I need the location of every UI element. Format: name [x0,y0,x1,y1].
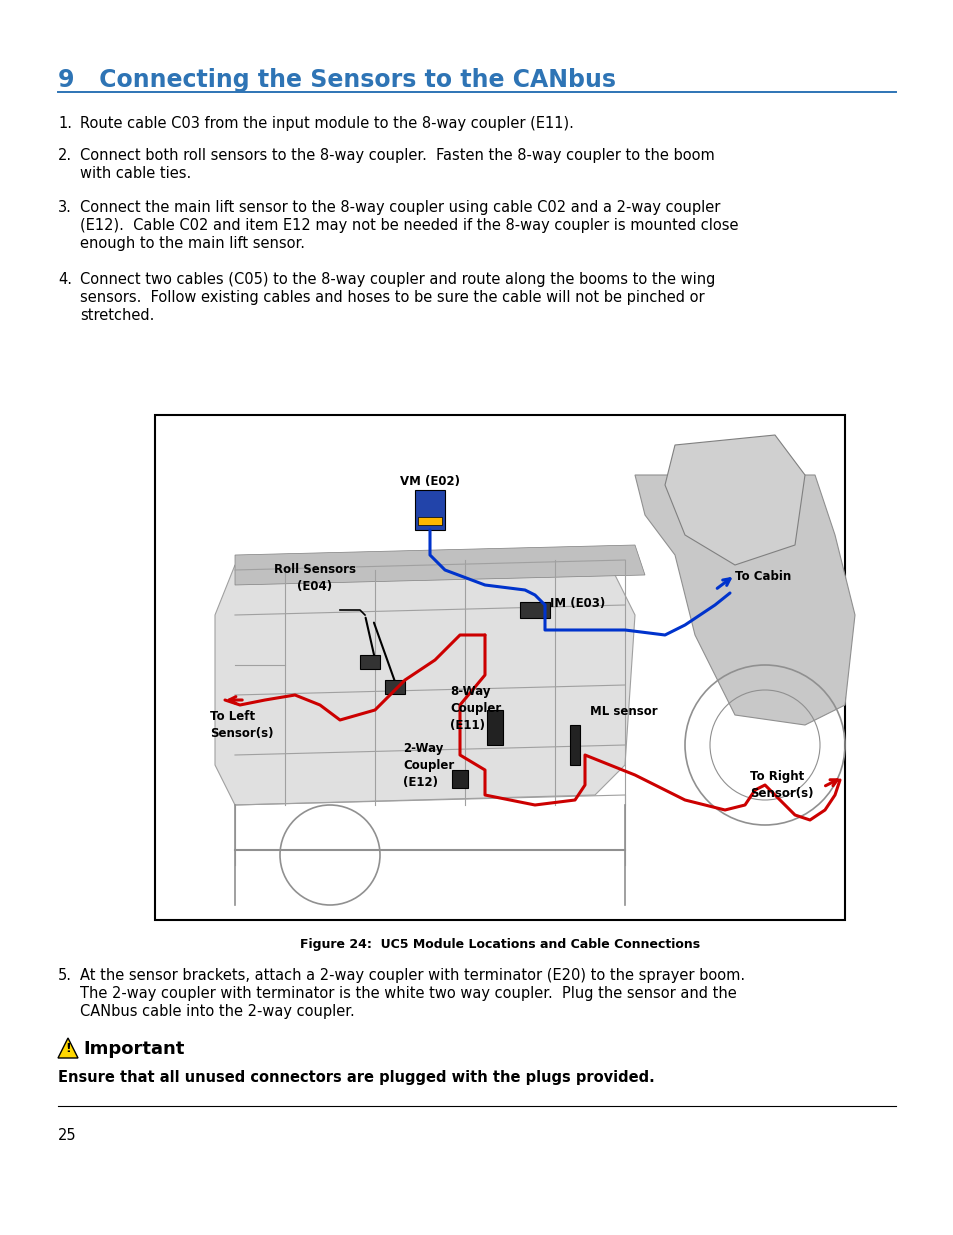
Text: with cable ties.: with cable ties. [80,165,191,182]
Text: 4.: 4. [58,272,71,287]
Text: enough to the main lift sensor.: enough to the main lift sensor. [80,236,305,251]
Bar [385,680,405,694]
Text: Figure 24:  UC5 Module Locations and Cable Connections: Figure 24: UC5 Module Locations and Cabl… [299,939,700,951]
Text: 8-Way
Coupler
(E11): 8-Way Coupler (E11) [450,685,500,732]
Polygon shape [214,555,635,805]
Polygon shape [664,435,804,564]
Text: The 2-way coupler with terminator is the white two way coupler.  Plug the sensor: The 2-way coupler with terminator is the… [80,986,736,1002]
Polygon shape [234,545,644,585]
Text: stretched.: stretched. [80,308,154,324]
Text: 9   Connecting the Sensors to the CANbus: 9 Connecting the Sensors to the CANbus [58,68,616,91]
Text: !: ! [65,1042,71,1056]
Bar [154,415,844,920]
Text: To Right
Sensor(s): To Right Sensor(s) [749,769,813,800]
Text: 1.: 1. [58,116,71,131]
Text: ML sensor: ML sensor [589,705,657,718]
Text: (E12).  Cable C02 and item E12 may not be needed if the 8-way coupler is mounted: (E12). Cable C02 and item E12 may not be… [80,219,738,233]
Polygon shape [635,475,854,725]
Text: Connect the main lift sensor to the 8-way coupler using cable C02 and a 2-way co: Connect the main lift sensor to the 8-wa… [80,200,720,215]
Text: 3.: 3. [58,200,71,215]
Bar [486,710,502,745]
Text: Important: Important [83,1040,184,1058]
Text: 2.: 2. [58,148,72,163]
Polygon shape [58,1037,78,1058]
Bar [415,490,444,530]
Bar [519,601,550,618]
Text: Ensure that all unused connectors are plugged with the plugs provided.: Ensure that all unused connectors are pl… [58,1070,654,1086]
Text: To Cabin: To Cabin [734,571,790,583]
Bar [452,769,468,788]
Text: 2-Way
Coupler
(E12): 2-Way Coupler (E12) [402,742,454,789]
Text: To Left
Sensor(s): To Left Sensor(s) [210,710,274,740]
Bar [417,517,441,525]
Text: At the sensor brackets, attach a 2-way coupler with terminator (E20) to the spra: At the sensor brackets, attach a 2-way c… [80,968,744,983]
Text: sensors.  Follow existing cables and hoses to be sure the cable will not be pinc: sensors. Follow existing cables and hose… [80,290,704,305]
Text: Connect two cables (C05) to the 8-way coupler and route along the booms to the w: Connect two cables (C05) to the 8-way co… [80,272,715,287]
Text: Roll Sensors
(E04): Roll Sensors (E04) [274,563,355,593]
Text: Route cable C03 from the input module to the 8-way coupler (E11).: Route cable C03 from the input module to… [80,116,574,131]
Bar [569,725,579,764]
Text: IM (E03): IM (E03) [550,597,604,610]
Bar [359,655,379,669]
Text: CANbus cable into the 2-way coupler.: CANbus cable into the 2-way coupler. [80,1004,355,1019]
Text: 25: 25 [58,1128,76,1144]
Text: Connect both roll sensors to the 8-way coupler.  Fasten the 8-way coupler to the: Connect both roll sensors to the 8-way c… [80,148,714,163]
Text: 5.: 5. [58,968,71,983]
Text: VM (E02): VM (E02) [399,475,459,488]
